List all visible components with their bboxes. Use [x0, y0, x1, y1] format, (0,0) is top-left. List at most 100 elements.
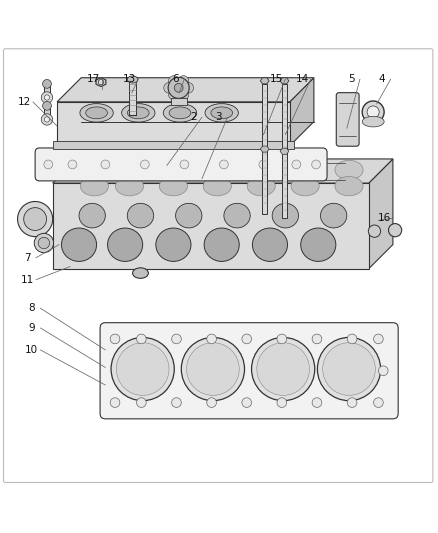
Ellipse shape: [115, 176, 143, 196]
Ellipse shape: [320, 203, 346, 228]
Circle shape: [38, 237, 49, 249]
Ellipse shape: [159, 176, 187, 196]
Circle shape: [42, 101, 51, 110]
Circle shape: [140, 160, 149, 169]
Text: 4: 4: [378, 74, 385, 84]
Circle shape: [346, 334, 356, 344]
Circle shape: [98, 79, 103, 85]
Circle shape: [311, 160, 320, 169]
Circle shape: [361, 101, 383, 123]
Text: 3: 3: [215, 112, 222, 122]
Ellipse shape: [205, 103, 238, 122]
Circle shape: [206, 334, 216, 344]
Circle shape: [276, 398, 286, 407]
Ellipse shape: [79, 203, 105, 228]
Text: 8: 8: [28, 303, 35, 313]
Circle shape: [181, 337, 244, 401]
Ellipse shape: [334, 176, 362, 196]
Circle shape: [111, 337, 174, 401]
Circle shape: [241, 398, 251, 407]
Circle shape: [116, 343, 169, 395]
Ellipse shape: [334, 160, 362, 180]
Ellipse shape: [115, 160, 143, 180]
Polygon shape: [53, 159, 392, 183]
Circle shape: [110, 398, 120, 407]
Ellipse shape: [247, 160, 275, 180]
Polygon shape: [279, 78, 288, 84]
Ellipse shape: [361, 116, 383, 127]
Circle shape: [258, 160, 267, 169]
Circle shape: [44, 117, 49, 122]
Text: 6: 6: [172, 74, 179, 84]
Ellipse shape: [210, 107, 232, 119]
Text: 9: 9: [28, 323, 35, 333]
Circle shape: [42, 79, 51, 88]
Circle shape: [373, 398, 382, 407]
Circle shape: [180, 160, 188, 169]
Ellipse shape: [159, 160, 187, 180]
FancyBboxPatch shape: [336, 93, 358, 146]
Circle shape: [317, 337, 380, 401]
Polygon shape: [368, 159, 392, 269]
Circle shape: [373, 334, 382, 344]
Polygon shape: [279, 148, 288, 155]
Circle shape: [366, 106, 378, 118]
Circle shape: [256, 343, 309, 395]
Polygon shape: [57, 78, 313, 102]
Circle shape: [346, 398, 356, 407]
Ellipse shape: [204, 228, 239, 261]
Ellipse shape: [127, 203, 153, 228]
Circle shape: [171, 398, 181, 407]
Ellipse shape: [223, 203, 250, 228]
Polygon shape: [260, 146, 268, 152]
Ellipse shape: [80, 160, 108, 180]
Circle shape: [311, 398, 321, 407]
Text: 7: 7: [24, 253, 31, 263]
Bar: [261, 84, 267, 214]
Circle shape: [136, 334, 146, 344]
Ellipse shape: [169, 107, 191, 119]
Ellipse shape: [272, 203, 298, 228]
Bar: [53, 183, 368, 269]
Ellipse shape: [300, 228, 335, 261]
Circle shape: [34, 233, 53, 253]
Circle shape: [110, 334, 120, 344]
Ellipse shape: [80, 176, 108, 196]
Ellipse shape: [252, 228, 287, 261]
Circle shape: [178, 90, 188, 100]
Circle shape: [241, 334, 251, 344]
Text: 15: 15: [269, 74, 283, 84]
Ellipse shape: [127, 76, 138, 83]
Ellipse shape: [80, 103, 113, 122]
Text: 10: 10: [25, 345, 38, 355]
Circle shape: [322, 343, 374, 395]
Text: 2: 2: [189, 112, 196, 122]
Circle shape: [311, 334, 321, 344]
Bar: [170, 99, 186, 104]
Circle shape: [44, 95, 49, 100]
Circle shape: [171, 334, 181, 344]
Ellipse shape: [127, 107, 149, 119]
Circle shape: [136, 398, 146, 407]
Ellipse shape: [175, 203, 201, 228]
Ellipse shape: [107, 228, 142, 261]
Circle shape: [276, 334, 286, 344]
Circle shape: [178, 76, 188, 86]
FancyBboxPatch shape: [35, 148, 326, 181]
Circle shape: [174, 84, 183, 92]
Text: 13: 13: [123, 74, 136, 84]
Circle shape: [251, 337, 314, 401]
Ellipse shape: [61, 228, 96, 261]
Circle shape: [219, 160, 228, 169]
Text: 16: 16: [377, 213, 390, 223]
Circle shape: [183, 83, 193, 93]
Text: 17: 17: [86, 74, 99, 84]
Ellipse shape: [163, 103, 196, 122]
Bar: [53, 141, 293, 149]
Polygon shape: [260, 78, 268, 84]
Ellipse shape: [290, 176, 318, 196]
Circle shape: [44, 160, 53, 169]
Circle shape: [163, 83, 174, 93]
Ellipse shape: [155, 228, 191, 261]
Circle shape: [378, 366, 387, 376]
